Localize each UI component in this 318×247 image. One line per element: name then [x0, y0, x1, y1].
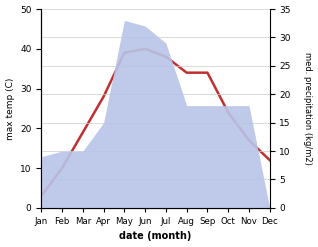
Y-axis label: med. precipitation (kg/m2): med. precipitation (kg/m2) — [303, 52, 313, 165]
Y-axis label: max temp (C): max temp (C) — [5, 77, 15, 140]
X-axis label: date (month): date (month) — [119, 231, 192, 242]
